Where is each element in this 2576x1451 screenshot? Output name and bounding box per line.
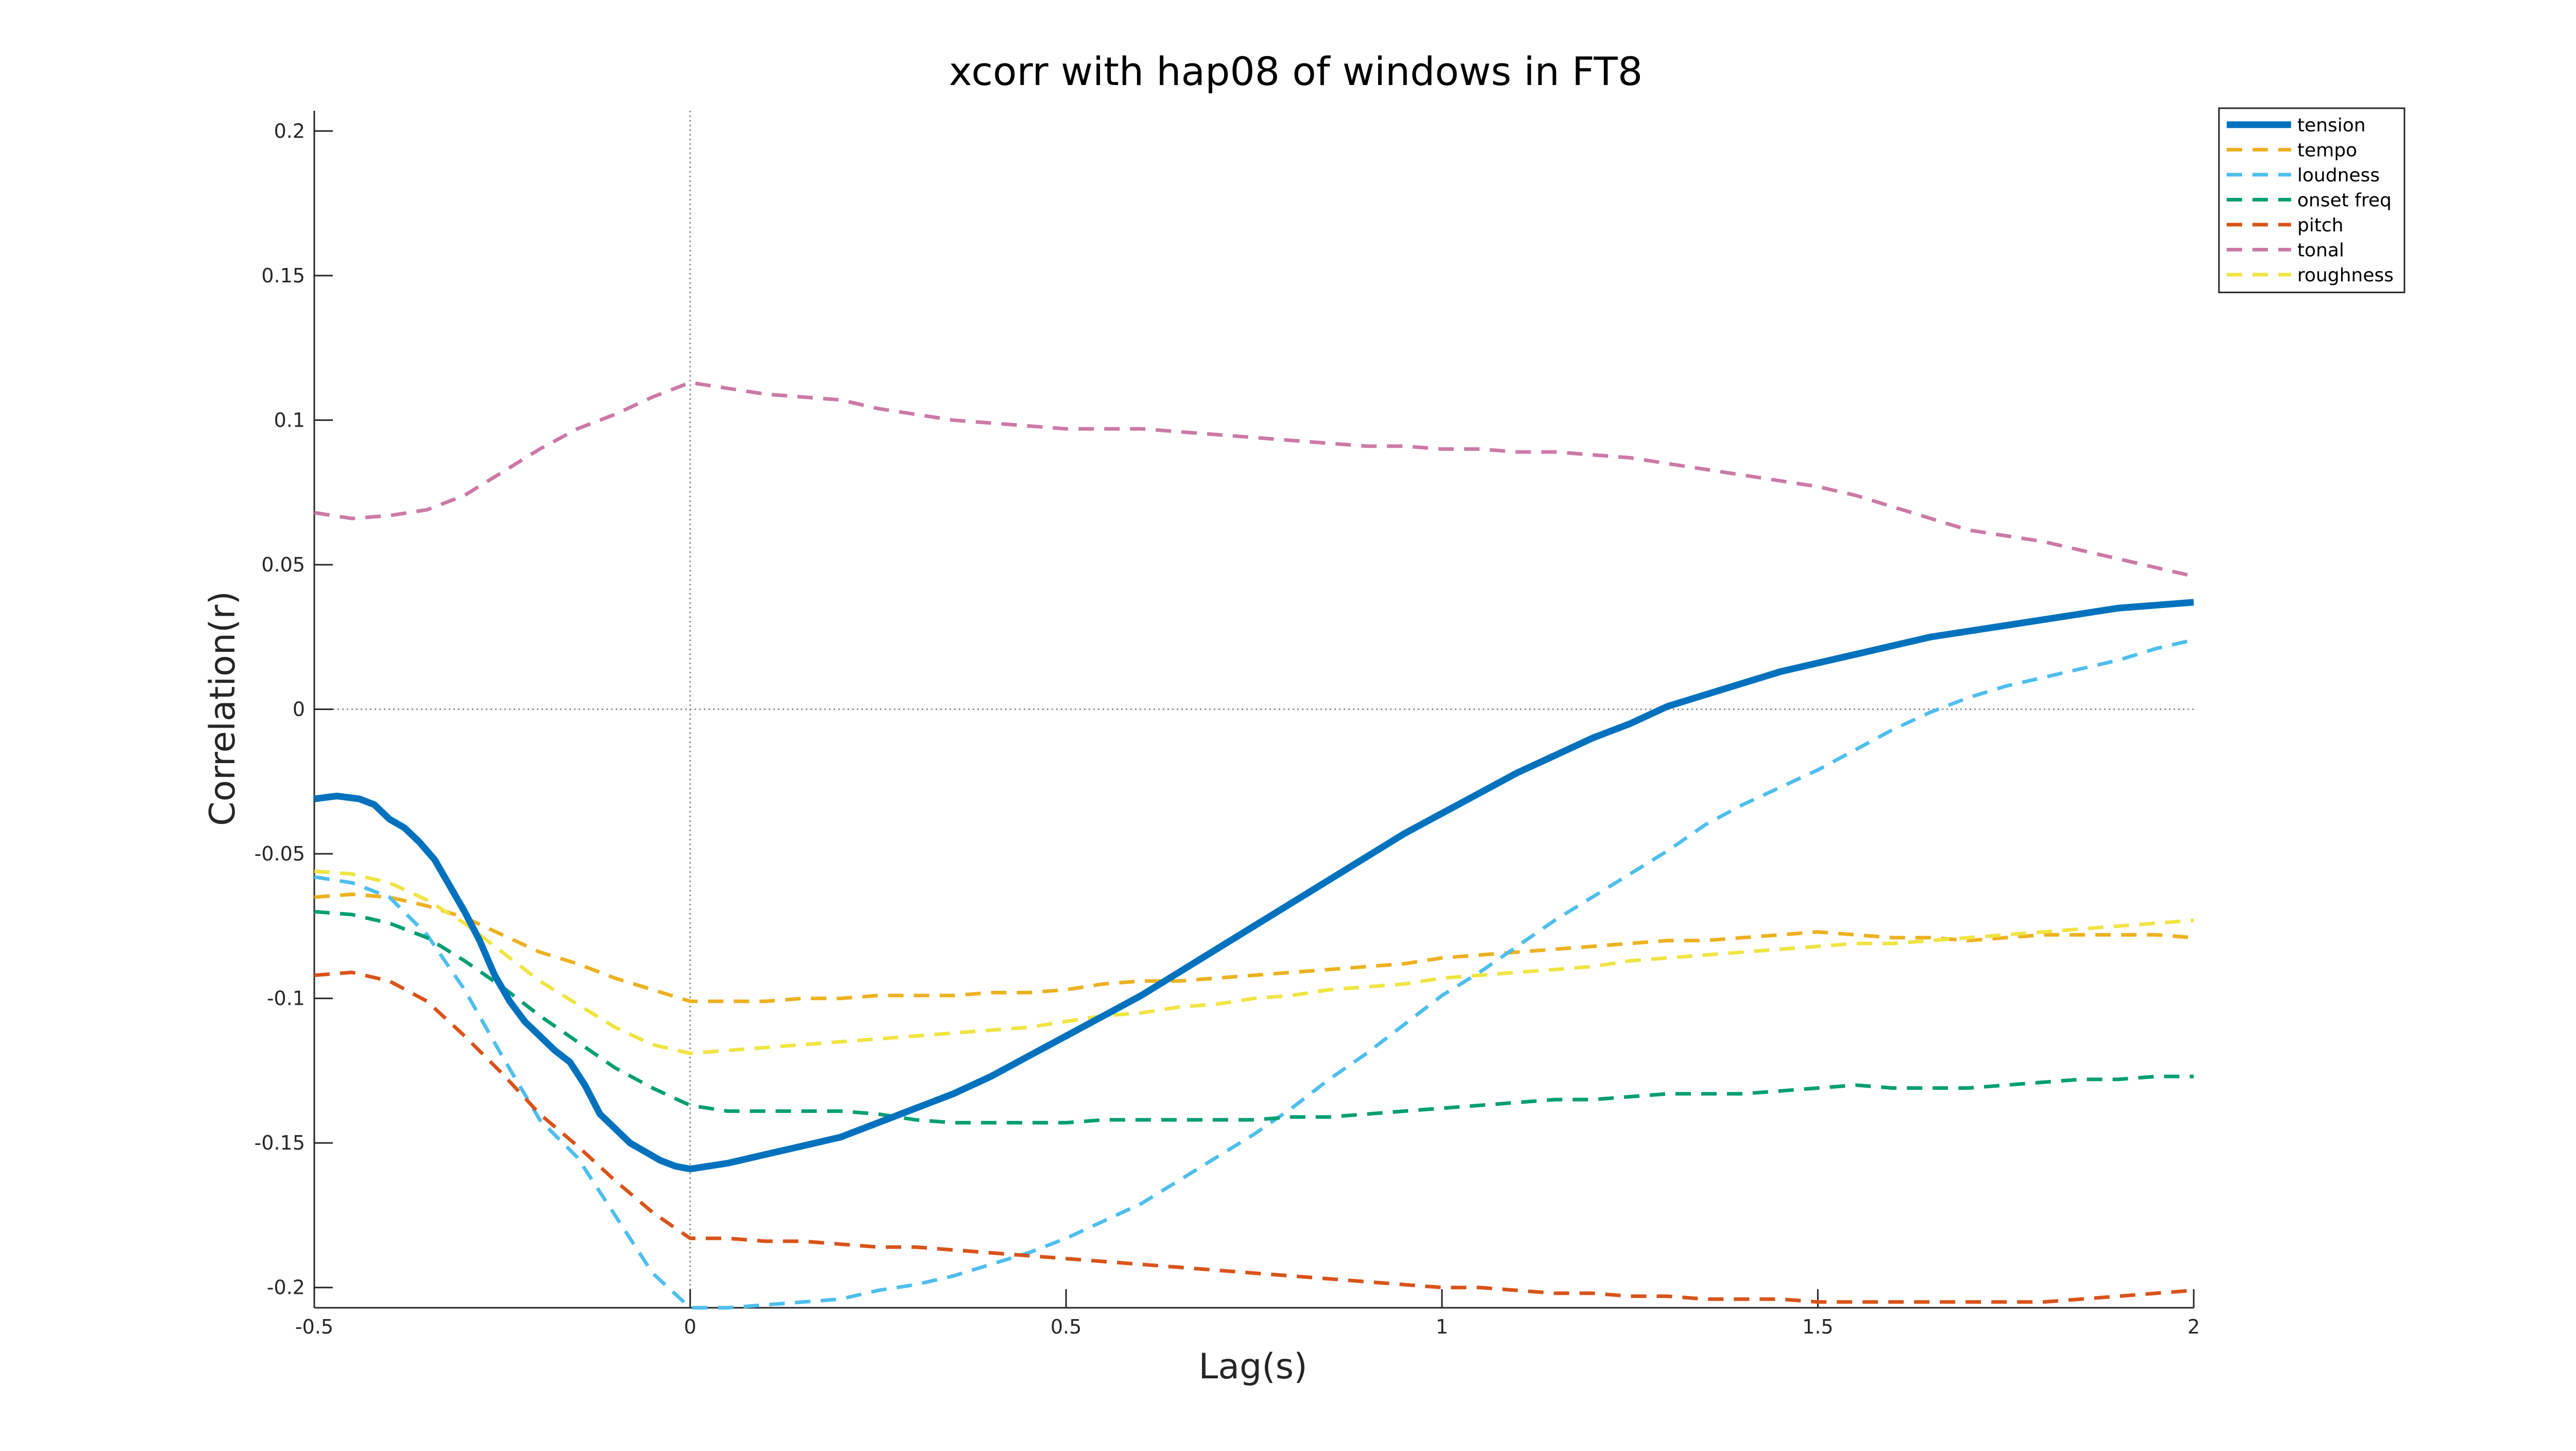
series-line-tonal (314, 380, 2194, 578)
y-axis-label: Correlation(r) (202, 591, 243, 826)
legend-label: pitch (2297, 215, 2344, 236)
plot-area: -0.2 -0.15 -0.1 -0.05 0 0.05 0.1 0.15 0.2 -0.5 0 0… (255, 111, 2200, 1338)
chart-title: xcorr with hap08 of windows in FT8 (949, 48, 1643, 94)
y-tick-label: -0.2 (267, 1276, 305, 1299)
x-tick-label: 1 (1436, 1315, 1448, 1338)
series-lines (314, 380, 2194, 1310)
y-tick-label: 0 (293, 698, 305, 721)
y-tick-label: 0.15 (261, 264, 305, 287)
series-line-loudness (314, 638, 2194, 1310)
legend-label: roughness (2297, 265, 2394, 286)
y-tick-label: -0.15 (255, 1132, 305, 1154)
series-line-tempo (314, 892, 2194, 1003)
x-axis-ticks: -0.5 0 0.5 1 1.5 2 (295, 1289, 2200, 1338)
y-tick-label: 0.2 (274, 120, 305, 142)
y-axis-ticks: -0.2 -0.15 -0.1 -0.05 0 0.05 0.1 0.15 0.2 (255, 120, 333, 1299)
x-tick-label: 1.5 (1802, 1315, 1833, 1338)
series-line-pitch (314, 970, 2194, 1304)
x-axis-label: Lag(s) (1198, 1346, 1307, 1387)
legend-label: tension (2297, 115, 2366, 136)
legend-label: tonal (2297, 240, 2344, 261)
x-tick-label: 2 (2188, 1315, 2200, 1338)
y-tick-label: -0.05 (255, 842, 305, 865)
series-line-tension (314, 599, 2194, 1173)
legend: tension tempo loudness onset freq pitch tonal… (2218, 107, 2405, 293)
legend-label: loudness (2297, 165, 2380, 186)
x-tick-label: 0.5 (1050, 1315, 1081, 1338)
x-tick-label: -0.5 (295, 1315, 333, 1338)
y-tick-label: 0.05 (261, 553, 305, 576)
y-tick-label: 0.1 (274, 409, 305, 431)
x-tick-label: 0 (684, 1315, 697, 1338)
legend-label: tempo (2297, 140, 2357, 161)
legend-label: onset freq (2297, 190, 2392, 211)
y-tick-label: -0.1 (267, 987, 305, 1010)
legend-box (2218, 107, 2405, 293)
series-line-roughness (314, 869, 2194, 1055)
